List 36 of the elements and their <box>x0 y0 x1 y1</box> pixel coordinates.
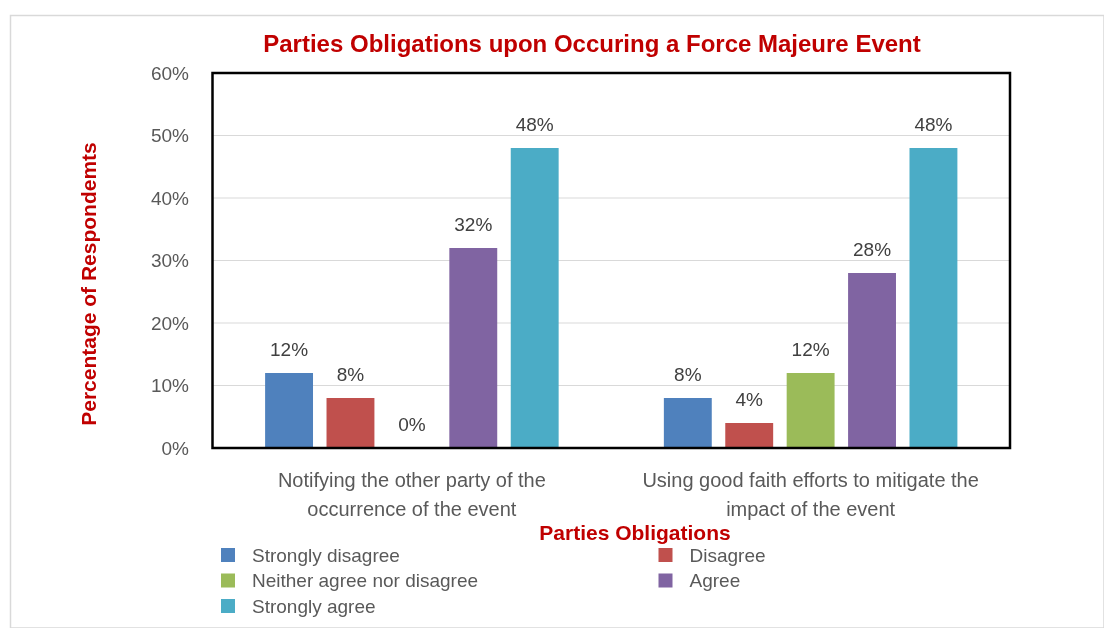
x-axis-title: Parties Obligations <box>539 521 731 544</box>
legend-label: Agree <box>689 570 741 592</box>
data-label: 32% <box>454 214 493 235</box>
y-axis-title: Percentage of Respondemts <box>77 142 100 426</box>
data-label: 12% <box>791 339 830 360</box>
x-tick-label: Using good faith efforts to mitigate the impact of the event <box>642 469 979 520</box>
y-tick-label: 0% <box>161 437 190 459</box>
y-tick-label: 30% <box>150 250 190 272</box>
data-label: 12% <box>270 339 309 360</box>
bar <box>848 273 896 448</box>
bar <box>510 148 559 448</box>
data-label: 8% <box>674 364 702 385</box>
legend-label: Strongly disagree <box>252 544 400 566</box>
data-label: 0% <box>398 414 426 435</box>
legend-label: Neither agree nor disagree <box>252 570 479 592</box>
data-label: 28% <box>853 239 892 260</box>
legend-label: Disagree <box>689 544 766 566</box>
x-tick-label: Notifying the other party of the occurrence of the event <box>277 469 546 520</box>
bar <box>265 373 314 448</box>
y-tick-label: 20% <box>150 312 190 334</box>
y-tick-label: 10% <box>150 375 190 397</box>
legend-label: Strongly agree <box>252 595 376 617</box>
data-label: 8% <box>336 364 365 385</box>
bar <box>725 423 774 448</box>
bar <box>449 248 498 448</box>
bar <box>909 148 958 448</box>
y-tick-label: 60% <box>150 62 190 84</box>
data-label: 48% <box>515 114 554 135</box>
bar <box>663 398 712 448</box>
data-label: 4% <box>735 389 764 410</box>
bar <box>786 373 835 448</box>
bar <box>326 398 375 448</box>
y-tick-label: 40% <box>150 187 190 209</box>
y-tick-label: 50% <box>150 125 190 147</box>
data-label: 48% <box>914 114 953 135</box>
chart-title: Parties Obligations upon Occuring a Force Majeure Event <box>263 30 921 57</box>
